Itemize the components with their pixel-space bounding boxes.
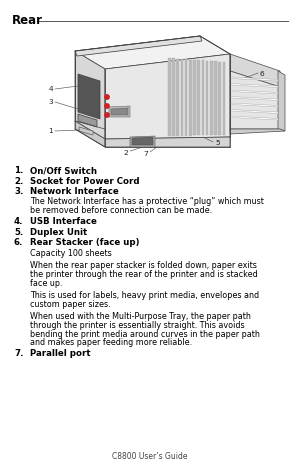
Text: 6: 6 [260, 71, 265, 77]
Text: Rear: Rear [12, 14, 43, 27]
Polygon shape [130, 137, 155, 148]
Polygon shape [181, 60, 183, 137]
Text: Socket for Power Cord: Socket for Power Cord [30, 176, 140, 185]
Text: 1.: 1. [14, 166, 23, 175]
Text: 3.: 3. [14, 187, 23, 195]
Polygon shape [105, 55, 230, 140]
Text: bending the print media around curves in the paper path: bending the print media around curves in… [30, 329, 260, 338]
Text: through the printer is essentially straight. This avoids: through the printer is essentially strai… [30, 320, 244, 329]
Polygon shape [75, 37, 230, 70]
Polygon shape [202, 61, 204, 136]
Text: face up.: face up. [30, 278, 62, 287]
Polygon shape [172, 59, 175, 137]
Polygon shape [210, 62, 212, 136]
Polygon shape [206, 62, 208, 136]
Polygon shape [231, 117, 278, 121]
Text: 3: 3 [48, 99, 53, 105]
Polygon shape [231, 91, 278, 95]
Text: 7.: 7. [14, 348, 23, 357]
Polygon shape [231, 104, 278, 108]
Text: custom paper sizes.: custom paper sizes. [30, 299, 111, 308]
Polygon shape [231, 84, 278, 88]
Text: When the rear paper stacker is folded down, paper exits: When the rear paper stacker is folded do… [30, 260, 257, 269]
Text: 5: 5 [215, 140, 220, 146]
Circle shape [105, 113, 109, 118]
Text: 4: 4 [48, 86, 53, 92]
Text: 1: 1 [48, 128, 53, 134]
Text: USB Interface: USB Interface [30, 217, 97, 225]
Polygon shape [197, 61, 200, 136]
Polygon shape [231, 97, 278, 101]
Text: Network Interface: Network Interface [30, 187, 119, 195]
Polygon shape [75, 37, 202, 57]
Text: On/Off Switch: On/Off Switch [30, 166, 97, 175]
Polygon shape [189, 60, 191, 136]
Text: C8800 User’s Guide: C8800 User’s Guide [112, 451, 188, 460]
Text: This is used for labels, heavy print media, envelopes and: This is used for labels, heavy print med… [30, 290, 259, 299]
Circle shape [105, 95, 109, 100]
Polygon shape [214, 62, 217, 136]
Polygon shape [230, 72, 280, 130]
Polygon shape [176, 59, 179, 137]
Polygon shape [218, 63, 221, 136]
Polygon shape [78, 115, 97, 128]
Text: the printer through the rear of the printer and is stacked: the printer through the rear of the prin… [30, 269, 258, 278]
Text: 2: 2 [123, 150, 128, 156]
Text: 2.: 2. [14, 176, 23, 185]
Text: 5.: 5. [14, 227, 23, 236]
Text: When used with the Multi-Purpose Tray, the paper path: When used with the Multi-Purpose Tray, t… [30, 311, 251, 320]
Polygon shape [75, 52, 105, 140]
Circle shape [105, 105, 109, 109]
Text: Rear Stacker (face up): Rear Stacker (face up) [30, 238, 140, 247]
Text: 7: 7 [143, 150, 148, 156]
Polygon shape [132, 138, 153, 146]
Text: and makes paper feeding more reliable.: and makes paper feeding more reliable. [30, 338, 192, 346]
Polygon shape [223, 63, 225, 135]
Polygon shape [231, 110, 278, 114]
Text: 6.: 6. [14, 238, 23, 247]
Polygon shape [75, 122, 105, 148]
Polygon shape [79, 128, 93, 136]
Polygon shape [185, 60, 187, 136]
Polygon shape [230, 55, 280, 88]
Polygon shape [278, 72, 285, 131]
Text: Duplex Unit: Duplex Unit [30, 227, 87, 236]
Polygon shape [78, 75, 100, 120]
Text: Parallel port: Parallel port [30, 348, 91, 357]
Text: be removed before connection can be made.: be removed before connection can be made… [30, 206, 212, 215]
Polygon shape [168, 59, 170, 137]
Text: The Network Interface has a protective “plug” which must: The Network Interface has a protective “… [30, 197, 264, 206]
Polygon shape [230, 130, 285, 135]
Polygon shape [105, 138, 230, 148]
Text: 4.: 4. [14, 217, 23, 225]
Polygon shape [193, 61, 196, 136]
Polygon shape [109, 107, 130, 118]
Polygon shape [231, 78, 278, 82]
Polygon shape [111, 109, 128, 116]
Text: Capacity 100 sheets: Capacity 100 sheets [30, 248, 112, 257]
